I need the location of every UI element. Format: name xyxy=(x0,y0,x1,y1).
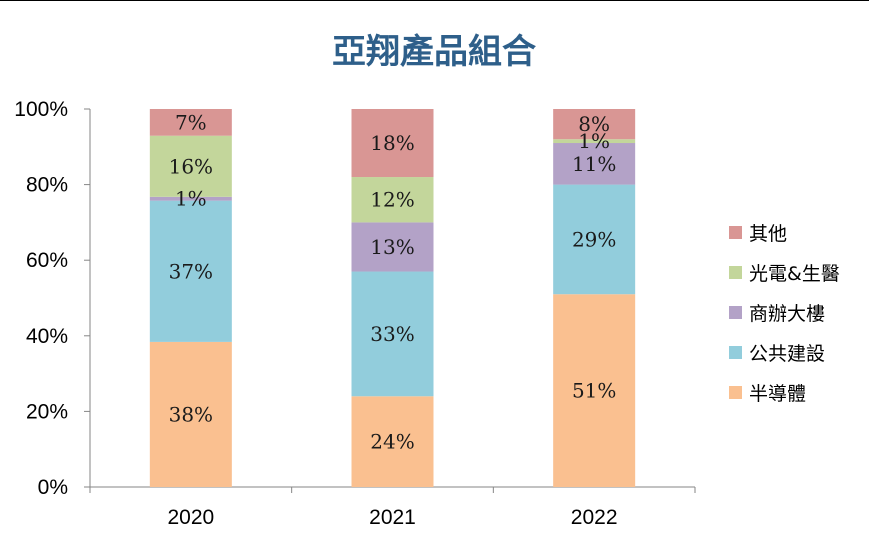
data-label: 18% xyxy=(370,131,414,155)
legend-swatch xyxy=(729,306,742,319)
data-label: 24% xyxy=(370,430,414,454)
legend-label: 光電&生醫 xyxy=(749,263,840,285)
chart-title: 亞翔產品組合 xyxy=(332,32,536,72)
bar-segment xyxy=(351,222,434,272)
data-label: 12% xyxy=(370,188,414,212)
bar-segment xyxy=(553,184,636,295)
bar-segment xyxy=(351,396,434,487)
data-label: 7% xyxy=(175,110,207,134)
legend-swatch xyxy=(729,346,742,359)
legend-label: 商辦大樓 xyxy=(749,303,825,325)
bar-segment xyxy=(149,200,232,342)
data-label: 1% xyxy=(175,187,207,211)
bar-segment xyxy=(351,271,434,397)
bar-segment xyxy=(149,341,232,487)
data-label: 8% xyxy=(578,112,610,136)
y-tick-label: 0% xyxy=(38,476,68,499)
axes: 0% 20% 40% 60% 80% 100% 2020 2021 2022 xyxy=(14,98,696,529)
bar-segment xyxy=(553,294,636,487)
x-tick-label: 2021 xyxy=(369,506,416,529)
y-tick-label: 80% xyxy=(26,174,68,197)
legend-swatch xyxy=(729,386,742,399)
data-label: 38% xyxy=(169,402,213,426)
data-label: 13% xyxy=(370,235,414,259)
data-label: 51% xyxy=(572,379,616,403)
bars: 38%37%1%16%7%24%33%13%12%18%51%29%11%1%8… xyxy=(149,109,636,487)
data-label: 16% xyxy=(169,154,213,178)
bar-segment xyxy=(149,135,232,197)
bar-segment xyxy=(553,143,636,185)
legend-swatch xyxy=(729,226,742,239)
x-tick-label: 2022 xyxy=(571,506,618,529)
bar-segment xyxy=(351,109,434,178)
y-tick-label: 60% xyxy=(26,249,68,272)
data-label: 1% xyxy=(578,129,610,153)
data-label: 29% xyxy=(572,227,616,251)
data-label: 11% xyxy=(572,152,616,176)
y-tick-label: 20% xyxy=(26,400,68,423)
bar-segment xyxy=(553,139,636,144)
legend-label: 半導體 xyxy=(749,383,806,405)
legend-label: 公共建設 xyxy=(749,343,825,365)
bar-segment xyxy=(149,196,232,201)
bar-segment xyxy=(553,109,636,140)
legend-swatch xyxy=(729,266,742,279)
x-tick-label: 2020 xyxy=(167,506,214,529)
bar-segment xyxy=(351,177,434,223)
y-tick-label: 40% xyxy=(26,325,68,348)
y-tick-label: 100% xyxy=(14,98,68,121)
data-label: 33% xyxy=(370,322,414,346)
data-label: 37% xyxy=(169,259,213,283)
bar-segment xyxy=(149,109,232,136)
legend-label: 其他 xyxy=(749,223,787,245)
